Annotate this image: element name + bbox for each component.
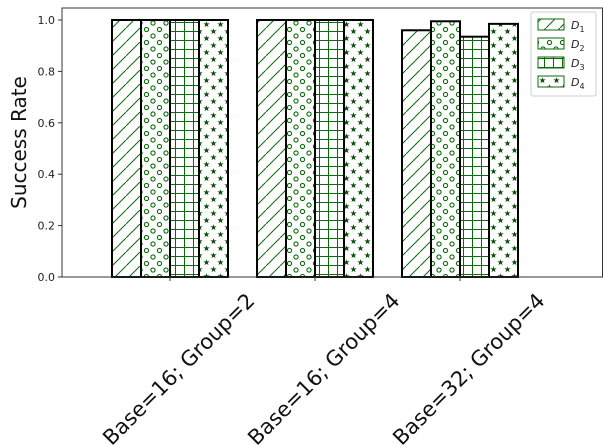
y-tick-label: 1.0 (38, 14, 56, 27)
legend-swatch-grid (537, 56, 565, 69)
legend-entry-d3: D3 (537, 56, 585, 72)
legend-label: D3 (571, 57, 585, 72)
bar-d1-group3 (401, 29, 432, 279)
bar-d3-group2 (314, 19, 345, 278)
bar-d3-group1 (169, 19, 200, 278)
bar-d1-group2 (256, 19, 287, 278)
bar-d1-group1 (111, 19, 142, 278)
bar-d2-group3 (430, 20, 461, 278)
x-category-label: Base=16; Group=2 (98, 289, 259, 445)
bar-d3-group3 (459, 35, 490, 278)
legend-label: D2 (571, 38, 585, 53)
x-category-label: Base=16; Group=4 (243, 289, 404, 445)
legend-entry-d1: D1 (537, 18, 585, 34)
legend-label: D4 (571, 76, 585, 91)
bar-d2-group2 (285, 19, 316, 278)
bar-d4-group3 (488, 22, 519, 279)
bar-d2-group1 (140, 19, 171, 278)
legend-swatch-stars (537, 75, 565, 88)
y-tick-label: 0.2 (38, 220, 56, 233)
y-axis-title: Success Rate (7, 76, 31, 209)
legend-entry-d2: D2 (537, 37, 585, 53)
legend-box (530, 11, 597, 97)
legend-swatch-diagonal (537, 18, 565, 31)
legend-swatch-circles (537, 37, 565, 50)
y-tick-label: 0.8 (38, 65, 56, 78)
bar-d4-group1 (198, 19, 229, 278)
legend-entry-d4: D4 (537, 75, 585, 91)
y-tick-label: 0.0 (38, 271, 56, 284)
y-tick-label: 0.4 (38, 168, 56, 181)
x-category-label: Base=32; Group=4 (388, 289, 549, 445)
bar-d4-group2 (343, 19, 374, 278)
y-tick-label: 0.6 (38, 117, 56, 130)
legend-label: D1 (571, 19, 585, 34)
